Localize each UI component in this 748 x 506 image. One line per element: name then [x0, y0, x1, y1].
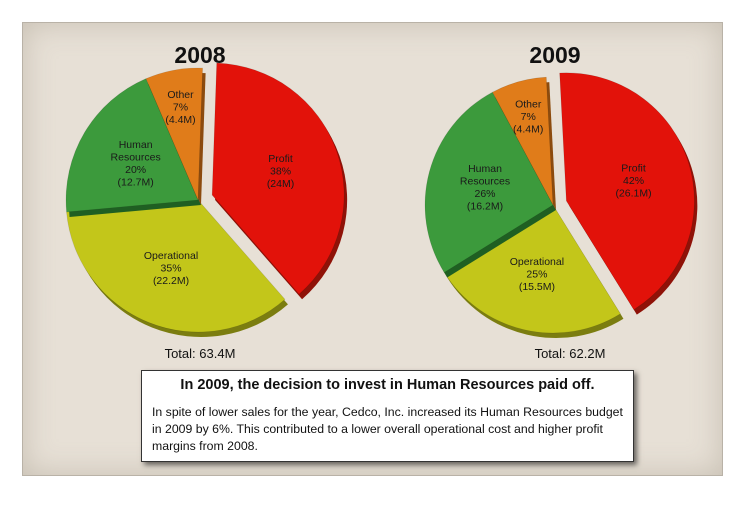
slice-label-operational-2009: 25%	[526, 269, 547, 281]
slice-label-other-2009: (4.4M)	[513, 124, 543, 136]
pie-slice-other-2008	[145, 67, 203, 201]
slice-label-profit-2008: Profit	[268, 153, 293, 165]
slice-label-profit-2009: (26.1M)	[615, 187, 651, 199]
slice-label-other-2009: Other	[515, 99, 542, 111]
slice-label-profit-2008: (24M)	[267, 178, 294, 190]
pie-slice-operational-2008	[66, 199, 286, 333]
callout-body: In spite of lower sales for the year, Ce…	[152, 405, 623, 453]
slice-label-human-resources-2009: Resources	[460, 176, 510, 188]
slice-label-profit-2008: 38%	[270, 166, 291, 178]
pie-slice-operational-2009	[443, 204, 621, 334]
slice-label-human-resources-2008: (12.7M)	[118, 177, 154, 189]
slice-label-operational-2008: (22.2M)	[153, 275, 189, 287]
slice-label-profit-2009: Profit	[621, 162, 646, 174]
slice-label-operational-2009: Operational	[510, 256, 564, 268]
chart-title-2009: 2009	[529, 42, 581, 68]
slice-label-other-2008: 7%	[173, 102, 188, 114]
callout-headline: In 2009, the decision to invest in Human…	[180, 377, 595, 393]
pie-slice-profit-2009	[559, 72, 695, 311]
slice-label-other-2008: (4.4M)	[165, 114, 195, 126]
pie-slice-human-resources-2009	[424, 91, 554, 273]
slice-label-human-resources-2008: 20%	[125, 164, 146, 176]
slice-label-human-resources-2009: (16.2M)	[467, 201, 503, 213]
slice-label-operational-2008: Operational	[144, 250, 198, 262]
total-label-2009: Total: 62.2M	[534, 346, 606, 361]
slice-label-operational-2009: (15.5M)	[519, 281, 555, 293]
slice-label-human-resources-2008: Resources	[111, 152, 161, 164]
slice-label-profit-2009: 42%	[623, 175, 644, 187]
slice-label-operational-2008: 35%	[161, 262, 182, 274]
slice-label-human-resources-2008: Human	[119, 139, 153, 151]
slice-label-other-2009: 7%	[521, 111, 536, 123]
pie-slice-human-resources-2008	[65, 78, 199, 213]
pie-slice-other-2009	[492, 76, 554, 206]
pie-slice-profit-2008	[211, 62, 345, 295]
chart-title-2008: 2008	[174, 42, 226, 68]
slice-label-other-2008: Other	[167, 89, 194, 101]
slice-label-human-resources-2009: Human	[468, 163, 502, 175]
total-label-2008: Total: 63.4M	[164, 346, 236, 361]
callout-box: In 2009, the decision to invest in Human…	[141, 370, 634, 462]
slice-label-human-resources-2009: 26%	[474, 188, 495, 200]
